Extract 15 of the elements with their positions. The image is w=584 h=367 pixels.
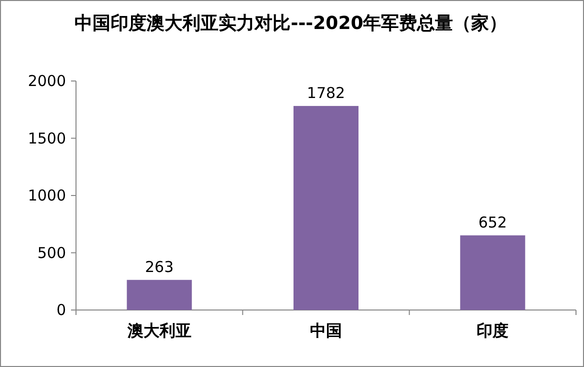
bar [294, 106, 358, 310]
x-tick-label: 印度 [476, 321, 509, 340]
y-tick-label: 1000 [28, 186, 66, 204]
y-tick-label: 0 [56, 301, 66, 319]
bar [126, 280, 192, 310]
y-tick-label: 500 [37, 244, 66, 262]
x-tick-label: 澳大利亚 [126, 321, 192, 340]
chart-title: 中国印度澳大利亚实力对比---2020年军费总量（家） [74, 12, 508, 36]
bar [460, 235, 526, 310]
data-label: 652 [478, 213, 507, 232]
x-tick-label: 中国 [310, 321, 342, 340]
y-tick-label: 2000 [28, 72, 66, 90]
y-tick-label: 1500 [28, 129, 66, 148]
data-label: 263 [145, 258, 174, 276]
data-label: 1782 [306, 84, 346, 102]
